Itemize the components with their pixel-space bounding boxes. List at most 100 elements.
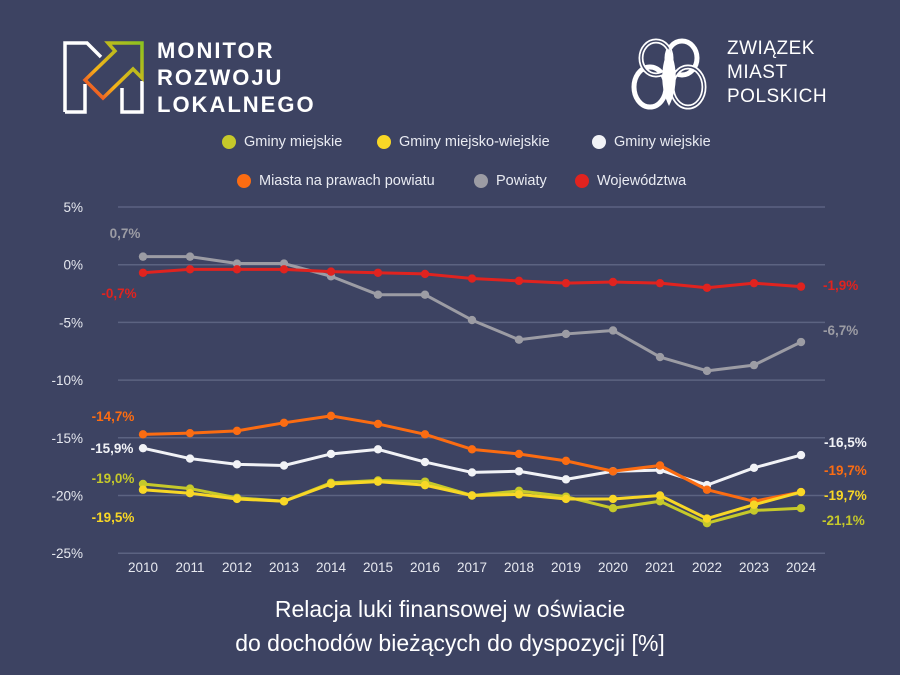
gminy-wiejskie-point (279, 461, 289, 470)
legend-item-gminy-wiejskie: Gminy wiejskie (592, 132, 711, 152)
y-tick-label: -15% (51, 431, 83, 446)
logo-line: POLSKICH (727, 86, 828, 107)
gminy-wiejskie-point (326, 449, 336, 459)
y-tick-label: -20% (51, 489, 83, 504)
chart-title-line-1: Relacja luki finansowej w oświacie (274, 596, 626, 622)
powiaty-line (141, 255, 803, 373)
wojewodztwa-point (232, 265, 242, 274)
miasta-na-prawach-powiatu-point (608, 467, 618, 476)
value-label-gminy-miejsko-wiejskie: -19,5% (92, 510, 135, 525)
monitor-rozwoju-logo-text: MONITOR ROZWOJU LOKALNEGO (157, 37, 316, 118)
wojewodztwa-point (279, 265, 289, 274)
miasta-na-prawach-powiatu-point (655, 461, 665, 470)
wojewodztwa-point (655, 278, 665, 288)
miasta-na-prawach-powiatu-point (702, 485, 712, 494)
x-tick-label: 2024 (786, 560, 817, 575)
gminy-miejsko-wiejskie-point (749, 500, 759, 509)
value-label-gminy-miejsko-wiejskie: -19,7% (824, 488, 867, 503)
x-tick-label: 2014 (316, 560, 347, 575)
gminy-miejsko-wiejskie-point (702, 514, 712, 523)
wojewodztwa-point (608, 277, 618, 287)
legend-item-wojewodztwa: Województwa (575, 171, 686, 191)
gminy-miejsko-wiejskie-point (796, 487, 806, 497)
miasta-na-prawach-powiatu-point (232, 426, 242, 436)
series-gminy-miejsko-wiejskie (138, 477, 806, 523)
miasta-na-prawach-powiatu-point (420, 430, 430, 439)
legend-swatch-icon (575, 174, 589, 188)
value-label-wojewodztwa: -1,9% (823, 278, 858, 293)
wojewodztwa-point (702, 283, 712, 292)
miasta-na-prawach-powiatu-point (138, 430, 148, 439)
x-tick-label: 2015 (363, 560, 393, 575)
gminy-miejsko-wiejskie-point (138, 485, 148, 494)
x-tick-label: 2010 (128, 560, 158, 575)
gminy-wiejskie-point (796, 450, 806, 460)
wojewodztwa-point (185, 265, 195, 274)
value-label-miasta-na-prawach-powiatu: -14,7% (92, 409, 135, 424)
miasta-na-prawach-powiatu-point (326, 411, 336, 421)
wojewodztwa-point (467, 274, 477, 283)
gminy-wiejskie-point (467, 468, 477, 477)
legend-label: Gminy miejsko-wiejskie (399, 134, 550, 150)
wojewodztwa-point (373, 268, 383, 277)
gminy-miejsko-wiejskie-point (608, 494, 618, 504)
logo-line: MONITOR (157, 38, 275, 63)
y-tick-label: -5% (59, 315, 83, 330)
series-powiaty (138, 252, 806, 376)
legend-item-powiaty: Powiaty (474, 171, 547, 191)
y-tick-label: 5% (63, 200, 83, 215)
powiaty-point (373, 290, 383, 299)
gminy-wiejskie-point (138, 443, 148, 453)
x-tick-label: 2021 (645, 560, 675, 575)
legend-label: Miasta na prawach powiatu (259, 173, 435, 189)
x-tick-label: 2018 (504, 560, 534, 575)
logo-line: ROZWOJU (157, 65, 284, 90)
gminy-miejsko-wiejskie-point (279, 497, 289, 506)
series-wojewodztwa (138, 265, 806, 292)
miasta-na-prawach-powiatu-line (141, 414, 803, 503)
miasta-na-prawach-powiatu-point (279, 418, 289, 427)
x-tick-label: 2013 (269, 560, 299, 575)
legend-label: Województwa (597, 173, 687, 189)
x-tick-label: 2020 (598, 560, 628, 575)
miasta-na-prawach-powiatu-point (561, 456, 571, 466)
logo-line: LOKALNEGO (157, 92, 316, 117)
value-label-gminy-wiejskie: -16,5% (824, 435, 867, 450)
powiaty-point (232, 259, 242, 268)
powiaty-point (796, 337, 806, 347)
value-label-gminy-wiejskie: -15,9% (91, 441, 134, 456)
legend-item-gminy-miejskie: Gminy miejskie (222, 132, 342, 152)
legend-swatch-icon (592, 135, 606, 149)
gminy-miejsko-wiejskie-point (655, 491, 665, 500)
powiaty-point (467, 315, 477, 325)
legend-swatch-icon (474, 174, 488, 188)
gminy-wiejskie-point (420, 457, 430, 467)
miasta-na-prawach-powiatu-point (467, 445, 477, 454)
gminy-miejskie-point (749, 506, 759, 515)
value-label-wojewodztwa: -0,7% (101, 286, 136, 301)
gminy-miejsko-wiejskie-point (185, 488, 195, 498)
gminy-miejsko-wiejskie-point (326, 479, 336, 489)
powiaty-point (185, 252, 195, 261)
miasta-na-prawach-powiatu-point (185, 428, 195, 438)
gminy-miejsko-wiejskie-point (514, 490, 524, 499)
wojewodztwa-point (420, 269, 430, 279)
logo-line: MIAST (727, 62, 788, 83)
gminy-miejsko-wiejskie-point (467, 491, 477, 500)
legend-label: Gminy wiejskie (614, 134, 711, 150)
value-label-gminy-miejskie: -19,0% (92, 471, 135, 486)
x-tick-label: 2012 (222, 560, 252, 575)
powiaty-point (138, 252, 148, 261)
y-axis: 5% 0% -5% -10% -15% -20% -25% (51, 200, 83, 561)
logo-line: ZWIĄZEK (727, 38, 815, 59)
legend-swatch-icon (237, 174, 251, 188)
legend-item-miasta-na-prawach-powiatu: Miasta na prawach powiatu (237, 171, 435, 191)
powiaty-point (655, 352, 665, 362)
series-lines (138, 252, 806, 528)
x-tick-label: 2016 (410, 560, 440, 575)
powiaty-point (420, 290, 430, 299)
wojewodztwa-point (561, 278, 571, 288)
gminy-wiejskie-point (373, 445, 383, 454)
miasta-na-prawach-powiatu-point (373, 419, 383, 429)
